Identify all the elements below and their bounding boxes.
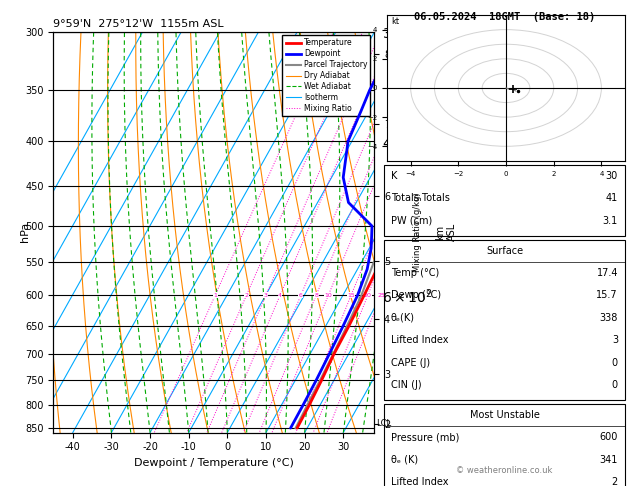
Text: Mixing Ratio (g/kg): Mixing Ratio (g/kg) <box>413 192 422 272</box>
Text: Totals Totals: Totals Totals <box>391 193 450 203</box>
Text: K: K <box>391 171 398 181</box>
Text: θₑ(K): θₑ(K) <box>391 313 415 323</box>
Text: 41: 41 <box>606 193 618 203</box>
Text: 0: 0 <box>612 380 618 390</box>
Text: Pressure (mb): Pressure (mb) <box>391 433 459 442</box>
Text: 8: 8 <box>314 293 318 298</box>
Text: Most Unstable: Most Unstable <box>469 410 540 420</box>
Y-axis label: km
ASL: km ASL <box>435 223 457 241</box>
Text: 1: 1 <box>213 293 217 298</box>
Text: 600: 600 <box>599 433 618 442</box>
Text: PW (cm): PW (cm) <box>391 216 432 226</box>
Text: kt: kt <box>392 17 399 26</box>
Text: 10: 10 <box>325 293 332 298</box>
Text: 30: 30 <box>606 171 618 181</box>
Text: 25: 25 <box>377 293 385 298</box>
Text: hPa: hPa <box>19 222 30 242</box>
Text: 3: 3 <box>264 293 268 298</box>
Text: 06.05.2024  18GMT  (Base: 18): 06.05.2024 18GMT (Base: 18) <box>414 12 595 22</box>
Text: 17.4: 17.4 <box>596 268 618 278</box>
Text: CIN (J): CIN (J) <box>391 380 421 390</box>
Text: Surface: Surface <box>486 246 523 256</box>
Text: Lifted Index: Lifted Index <box>391 335 448 345</box>
Text: Temp (°C): Temp (°C) <box>391 268 439 278</box>
Text: Dewp (°C): Dewp (°C) <box>391 291 441 300</box>
Text: 6: 6 <box>299 293 303 298</box>
Text: 341: 341 <box>599 455 618 465</box>
Text: © weatheronline.co.uk: © weatheronline.co.uk <box>456 466 553 475</box>
Text: 2: 2 <box>612 477 618 486</box>
Text: 15.7: 15.7 <box>596 291 618 300</box>
Text: 3: 3 <box>612 335 618 345</box>
Text: 3.1: 3.1 <box>603 216 618 226</box>
Text: Lifted Index: Lifted Index <box>391 477 448 486</box>
Text: 2: 2 <box>245 293 248 298</box>
Text: 0: 0 <box>612 358 618 367</box>
Text: 15: 15 <box>347 293 355 298</box>
Text: θₑ (K): θₑ (K) <box>391 455 418 465</box>
Text: 20: 20 <box>364 293 372 298</box>
Text: 9°59'N  275°12'W  1155m ASL: 9°59'N 275°12'W 1155m ASL <box>53 19 224 30</box>
Text: 338: 338 <box>599 313 618 323</box>
X-axis label: Dewpoint / Temperature (°C): Dewpoint / Temperature (°C) <box>134 458 294 468</box>
Legend: Temperature, Dewpoint, Parcel Trajectory, Dry Adiabat, Wet Adiabat, Isotherm, Mi: Temperature, Dewpoint, Parcel Trajectory… <box>282 35 370 116</box>
Text: CAPE (J): CAPE (J) <box>391 358 430 367</box>
Text: LCL: LCL <box>376 419 391 428</box>
Text: 4: 4 <box>278 293 282 298</box>
